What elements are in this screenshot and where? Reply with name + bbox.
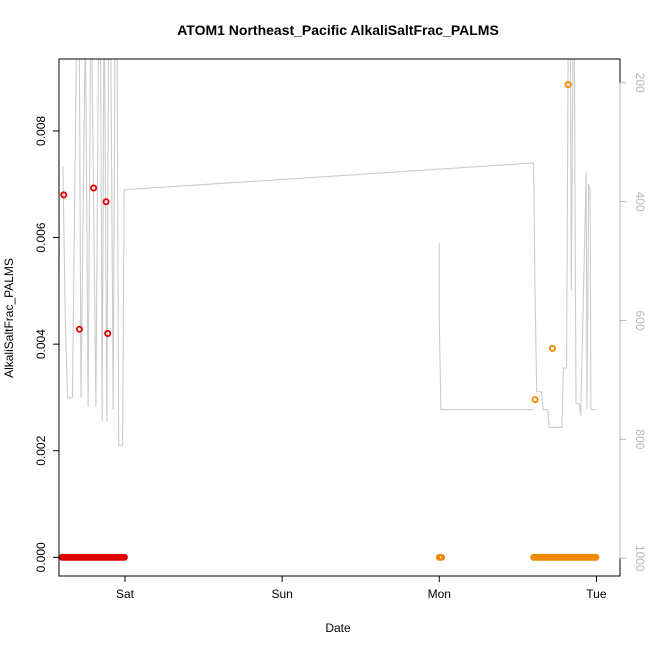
zero-point-marker bbox=[438, 553, 446, 561]
y-axis-label: AlkaliSaltFrac_PALMS bbox=[2, 258, 16, 378]
data-point bbox=[564, 81, 572, 89]
y2-tick-label: 800 bbox=[633, 429, 647, 449]
zero-point-marker bbox=[592, 553, 600, 561]
y-tick-label: 0.002 bbox=[34, 435, 48, 465]
x-axis-label: Date bbox=[325, 621, 351, 635]
y2-tick-label: 400 bbox=[633, 192, 647, 212]
chart-title: ATOM1 Northeast_Pacific AlkaliSaltFrac_P… bbox=[177, 22, 499, 38]
y-tick-label: 0.006 bbox=[34, 222, 48, 252]
y2-tick-label: 600 bbox=[633, 310, 647, 330]
y2-tick-label: 1000 bbox=[633, 545, 647, 572]
pressure-line-monday bbox=[438, 243, 534, 411]
data-point bbox=[531, 396, 539, 404]
data-point bbox=[548, 344, 556, 352]
data-point bbox=[90, 184, 98, 192]
data-point bbox=[102, 198, 110, 206]
data-point bbox=[104, 329, 112, 337]
pressure-line bbox=[62, 59, 597, 446]
x-tick-label: Sat bbox=[116, 587, 135, 601]
y-tick-label: 0.004 bbox=[34, 329, 48, 359]
plot-area: Sat Sun Mon Tue 0.000 0.002 0.004 0.006 0.008 200… bbox=[34, 58, 647, 601]
zero-point-marker bbox=[121, 553, 128, 561]
x-tick-label: Tue bbox=[586, 587, 607, 601]
y-tick-label: 0.008 bbox=[34, 116, 48, 146]
data-point bbox=[75, 325, 83, 333]
y2-tick-label: 200 bbox=[633, 73, 647, 93]
data-point bbox=[60, 191, 68, 199]
x-tick-label: Sun bbox=[271, 587, 292, 601]
y-tick-label: 0.000 bbox=[34, 542, 48, 572]
x-tick-label: Mon bbox=[428, 587, 451, 601]
